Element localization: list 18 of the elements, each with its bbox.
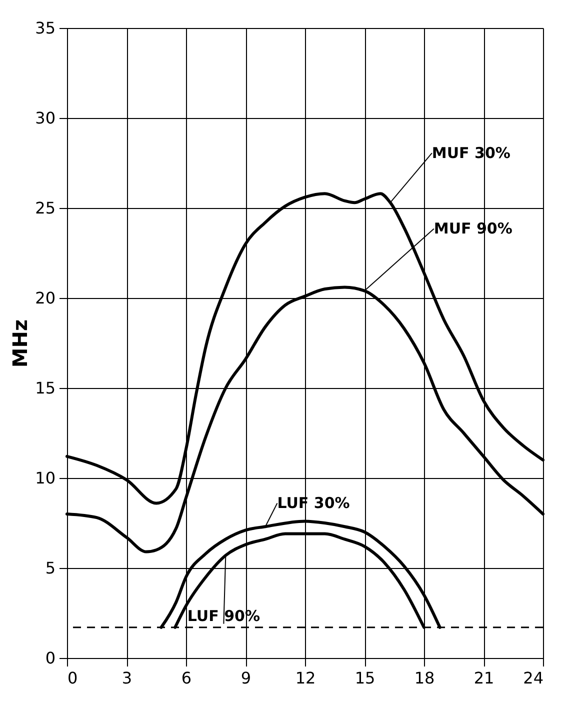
x-tick-label: 18 [414, 668, 435, 688]
x-tick-label: 6 [181, 668, 192, 688]
y-tick-label: 5 [45, 558, 56, 578]
x-tick-label: 0 [68, 668, 78, 688]
x-tick-label: 15 [354, 668, 376, 688]
y-axis-title: MHz [8, 319, 32, 368]
y-tick-label: 10 [35, 468, 56, 488]
y-tick-label: 25 [35, 198, 56, 218]
x-tick-label: 12 [295, 668, 316, 688]
y-tick-label: 30 [35, 108, 56, 128]
y-tick-label: 20 [35, 288, 56, 308]
x-tick-label: 9 [240, 668, 252, 688]
y-tick-label: 35 [35, 18, 56, 38]
y-tick-label: 15 [35, 378, 56, 398]
x-tick-label: 21 [474, 668, 494, 688]
x-tick-label: 24 [523, 668, 544, 688]
y-tick-label: 0 [45, 648, 56, 668]
x-tick-label: 3 [122, 668, 132, 688]
